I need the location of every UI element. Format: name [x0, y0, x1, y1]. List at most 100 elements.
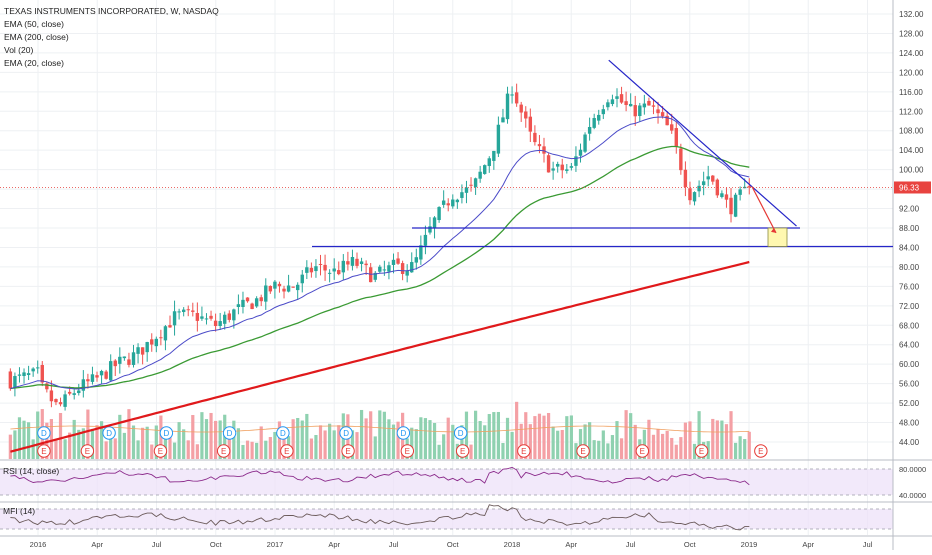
mfi-label[interactable]: MFI (14): [3, 506, 36, 516]
candle-body: [478, 171, 482, 179]
y-tick-label: 108.00: [899, 127, 924, 136]
rsi-label[interactable]: RSI (14, close): [3, 466, 60, 476]
volume-bar: [519, 423, 523, 459]
legend-ema50[interactable]: EMA (50, close): [4, 19, 64, 29]
volume-bar: [738, 436, 742, 459]
x-tick-label: Apr: [565, 540, 577, 549]
candle-body: [569, 166, 574, 168]
candle-body: [314, 266, 318, 272]
earnings-marker-label: E: [85, 447, 90, 456]
volume-bar: [515, 401, 519, 459]
legend-ema200[interactable]: EMA (200, close): [4, 32, 69, 42]
x-tick-label: Oct: [684, 540, 697, 549]
volume-bar: [168, 437, 172, 459]
volume-bar: [647, 419, 651, 459]
volume-bar: [159, 415, 163, 459]
volume-bar: [724, 424, 729, 459]
volume-bar: [606, 443, 610, 459]
y-tick-label: 100.00: [899, 166, 924, 175]
volume-bar: [17, 417, 22, 459]
axes: 132.00 128.00 124.00 120.00 116.00 112.00 108.…: [30, 10, 931, 549]
candle-body: [651, 105, 656, 107]
dividend-marker-label: D: [400, 429, 406, 438]
x-tick-label: 2016: [30, 540, 47, 549]
candle-body: [373, 272, 377, 280]
y-tick-label: 84.00: [899, 243, 920, 252]
volume-bar: [428, 420, 432, 459]
candle-body: [551, 168, 555, 171]
volume-bar: [373, 436, 377, 459]
candle-body: [533, 132, 537, 143]
candle-body: [95, 375, 99, 378]
candle-body: [13, 376, 17, 389]
candle-body: [154, 338, 159, 347]
candle-body: [483, 165, 487, 174]
candle-body: [245, 297, 250, 302]
price-badge: [894, 181, 931, 194]
earnings-marker-label: E: [41, 447, 46, 456]
candle-body: [40, 365, 44, 383]
volume-bar: [300, 420, 304, 459]
legend-volume[interactable]: Vol (20): [4, 45, 34, 55]
candle-body: [496, 124, 501, 154]
volume-bar: [478, 420, 482, 459]
volume-bar: [268, 437, 272, 459]
y-tick-label: 112.00: [899, 107, 923, 116]
candle-body: [168, 325, 172, 328]
candle-body: [36, 367, 40, 369]
candle-body: [227, 313, 231, 320]
candle-body: [574, 156, 578, 166]
volume-bar: [683, 422, 688, 459]
volume-bar: [510, 431, 514, 459]
candle-body: [583, 134, 587, 152]
dividend-marker: [396, 426, 411, 440]
earnings-marker: [754, 444, 768, 458]
candle-body: [291, 286, 295, 288]
earnings-marker: [280, 444, 294, 458]
y-tick-label: 60.00: [899, 360, 920, 369]
volume-bar: [414, 429, 418, 459]
volume-bar: [49, 419, 54, 459]
candle-body: [688, 188, 692, 201]
volume-bar: [615, 421, 619, 459]
candle-body: [81, 379, 86, 391]
volume-bar: [496, 411, 500, 459]
candle-body: [368, 267, 373, 283]
volume-bar: [423, 418, 428, 459]
candle-body: [72, 393, 76, 395]
volume-bar: [58, 412, 63, 459]
volume-bar: [670, 437, 674, 459]
volume-bar: [396, 421, 400, 459]
earnings-marker-label: E: [345, 447, 350, 456]
volume-bar: [633, 424, 637, 459]
y-tick-label: 92.00: [899, 205, 920, 214]
rsi-lower-label: 40.0000: [899, 491, 926, 500]
volume-bar: [574, 443, 578, 459]
candle-body: [204, 318, 209, 320]
candle-body: [601, 109, 606, 115]
volume-bar: [588, 422, 592, 459]
candle-body: [45, 383, 49, 390]
candle-body: [332, 268, 336, 272]
dividend-marker: [339, 426, 353, 440]
volume-bar: [122, 432, 126, 459]
legend-ema20[interactable]: EMA (20, close): [4, 58, 64, 68]
target-box: [767, 227, 788, 247]
candle-body: [747, 186, 751, 188]
volume-bar: [8, 434, 12, 459]
volume-bar: [674, 444, 678, 459]
earnings-marker: [400, 444, 415, 458]
earnings-marker-label: E: [405, 447, 410, 456]
volume-bar: [729, 411, 733, 459]
earnings-marker: [216, 444, 231, 458]
y-tick-label: 64.00: [899, 341, 920, 350]
volume-bar: [697, 411, 701, 459]
volume-bar: [533, 416, 537, 459]
y-tick-label: 132.00: [899, 10, 924, 19]
candle-body: [592, 118, 596, 128]
volume-bar: [387, 419, 391, 459]
earnings-marker-label: E: [699, 447, 704, 456]
